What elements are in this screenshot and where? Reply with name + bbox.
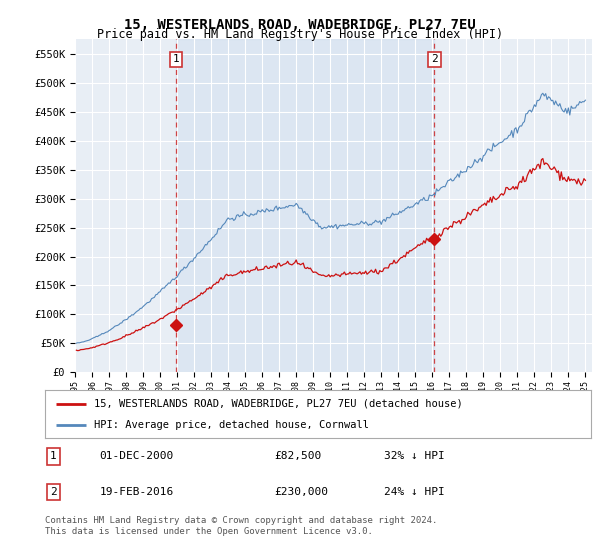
Text: Price paid vs. HM Land Registry's House Price Index (HPI): Price paid vs. HM Land Registry's House … <box>97 28 503 41</box>
Text: 15, WESTERLANDS ROAD, WADEBRIDGE, PL27 7EU (detached house): 15, WESTERLANDS ROAD, WADEBRIDGE, PL27 7… <box>94 399 463 409</box>
Text: £82,500: £82,500 <box>274 451 322 461</box>
Text: 19-FEB-2016: 19-FEB-2016 <box>100 487 174 497</box>
Text: HPI: Average price, detached house, Cornwall: HPI: Average price, detached house, Corn… <box>94 420 369 430</box>
Text: Contains HM Land Registry data © Crown copyright and database right 2024.
This d: Contains HM Land Registry data © Crown c… <box>45 516 437 536</box>
Text: 2: 2 <box>50 487 56 497</box>
Text: 24% ↓ HPI: 24% ↓ HPI <box>383 487 444 497</box>
Text: 1: 1 <box>172 54 179 64</box>
Text: 01-DEC-2000: 01-DEC-2000 <box>100 451 174 461</box>
Text: 32% ↓ HPI: 32% ↓ HPI <box>383 451 444 461</box>
Bar <box>176 39 434 372</box>
Text: £230,000: £230,000 <box>274 487 328 497</box>
Text: 2: 2 <box>431 54 438 64</box>
Text: 1: 1 <box>50 451 56 461</box>
Text: 15, WESTERLANDS ROAD, WADEBRIDGE, PL27 7EU: 15, WESTERLANDS ROAD, WADEBRIDGE, PL27 7… <box>124 18 476 32</box>
